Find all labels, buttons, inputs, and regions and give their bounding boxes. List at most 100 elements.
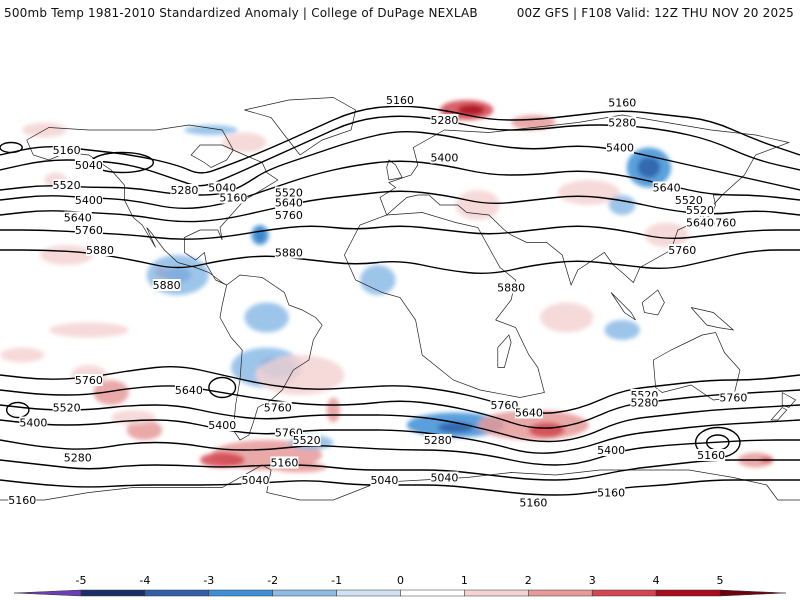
contour-label-bg-32	[208, 419, 237, 431]
contour-label-bg-22	[608, 96, 637, 109]
contour-label-18: 5880	[497, 282, 525, 295]
colorbar-tick--4: -4	[139, 574, 150, 587]
anomaly-area-25	[200, 452, 245, 468]
coastline-africa	[344, 212, 545, 398]
colorbar-segment-8	[528, 589, 593, 597]
contour-label-bg-25	[686, 204, 714, 216]
contour-label-19: 5520	[675, 194, 703, 207]
contour-5280-1	[0, 115, 800, 187]
contour-5160-12	[0, 459, 800, 481]
height-contours	[0, 105, 800, 496]
contour-label-bg-30	[52, 401, 81, 414]
colorbar-tick-4: 4	[653, 574, 660, 587]
contour-label-42: 5760	[264, 402, 292, 415]
colorbar-segment-0	[13, 589, 82, 597]
contour-label-4: 5640	[64, 212, 92, 225]
contour-label-46: 5040	[430, 472, 458, 485]
anomaly-area-34	[455, 190, 500, 220]
contour-label-bg-1	[74, 159, 103, 171]
colorbar-tick-1: 1	[461, 574, 468, 587]
contour-label-2: 5520	[53, 179, 81, 192]
contour-label-40: 5400	[597, 444, 625, 457]
contour-label-47: 5160	[597, 487, 625, 500]
coastline-new_guinea	[690, 307, 735, 331]
colorbar-tick-5: 5	[717, 574, 724, 587]
contour-label-bg-26	[686, 216, 714, 229]
coastline-uk	[386, 159, 403, 181]
colorbar-segment-4	[272, 589, 337, 597]
anomaly-area-1	[457, 105, 485, 115]
colorbar-segments	[13, 589, 787, 597]
contour-label-bg-43	[270, 456, 299, 469]
contour-label-bg-35	[63, 451, 92, 464]
contour-label-bg-0	[52, 144, 81, 156]
colorbar-segment-9	[591, 589, 657, 597]
anomaly-area-21	[437, 422, 474, 433]
contour-label-bg-34	[292, 434, 321, 446]
contour-5880-6	[0, 249, 800, 275]
contour-label-bg-11	[274, 186, 303, 199]
contour-label-bg-7	[152, 279, 181, 291]
contour-label-7: 5880	[153, 279, 181, 292]
contour-label-bg-13	[274, 209, 303, 221]
contour-label-bg-29	[174, 384, 203, 396]
coastline-sumatra	[610, 292, 636, 321]
colorbar-tick-2: 2	[525, 574, 532, 587]
contour-label-30: 5520	[53, 402, 81, 415]
contour-label-14: 5160	[386, 94, 414, 107]
coastline-north_america	[26, 124, 279, 286]
contour-label-bg-9	[208, 181, 237, 194]
contour-label-bg-19	[674, 194, 703, 206]
contour-label-bg-39	[630, 396, 659, 409]
contour-label-bg-31	[19, 416, 48, 429]
anomaly-area-40	[644, 222, 689, 248]
contour-5760-5	[0, 225, 800, 240]
contour-label-bg-6	[86, 244, 114, 256]
contour-label-bg-44	[241, 474, 270, 486]
anomaly-area-19	[111, 410, 156, 425]
contour-label-44: 5040	[242, 474, 270, 487]
colorbar-tick-3: 3	[589, 574, 596, 587]
contour-label-bg-12	[274, 196, 303, 209]
contour-label-37: 5640	[515, 407, 543, 420]
contour-label-36: 5760	[490, 399, 518, 412]
anomaly-area-7	[637, 157, 661, 178]
contour-label-bg-17	[274, 246, 303, 259]
contour-label-bg-4	[63, 211, 92, 224]
contour-label-28: 5760	[75, 374, 103, 387]
coastline-australia	[652, 332, 741, 401]
contour-label-24: 5400	[606, 142, 634, 155]
anomaly-area-37	[540, 302, 594, 333]
contour-label-34: 5520	[293, 434, 321, 447]
colorbar-tick--5: -5	[76, 574, 87, 587]
contour-label-bg-5	[74, 224, 103, 236]
colorbar-segment-5	[336, 589, 401, 597]
contour-label-31: 5400	[19, 417, 47, 430]
coastline-madagascar	[497, 334, 512, 368]
contour-label-bg-16	[430, 151, 459, 164]
contour-label-15: 5280	[430, 114, 458, 127]
contour-label-bg-28	[74, 374, 103, 386]
contour-label-bg-21	[708, 216, 737, 229]
closed-contour-5520-2	[5, 401, 30, 419]
contour-label-39: 5280	[630, 397, 658, 410]
map-title: 500mb Temp 1981-2010 Standardized Anomal…	[4, 6, 478, 20]
contour-label-1: 5040	[75, 159, 103, 172]
contour-label-13: 5760	[275, 209, 303, 222]
contour-label-50: 5160	[697, 449, 725, 462]
contour-label-32: 5400	[208, 419, 236, 432]
contour-label-bg-37	[514, 406, 543, 419]
contour-label-bg-18	[497, 281, 526, 294]
anomaly-area-17	[93, 380, 129, 405]
contour-label-bg-50	[697, 449, 726, 461]
contour-label-27: 5760	[668, 244, 696, 257]
contour-label-9: 5040	[208, 182, 236, 195]
colorbar-segment-2	[144, 589, 210, 597]
contour-label-bg-23	[608, 116, 637, 129]
colorbar-segment-7	[464, 589, 529, 597]
colorbar-tick-labels: -5 -4 -3 -2 -1 0 1 2 3 4 5	[76, 574, 724, 587]
contour-5640-4	[0, 190, 800, 223]
contour-label-bg-49	[8, 494, 37, 506]
contour-label-11: 5520	[275, 187, 303, 200]
